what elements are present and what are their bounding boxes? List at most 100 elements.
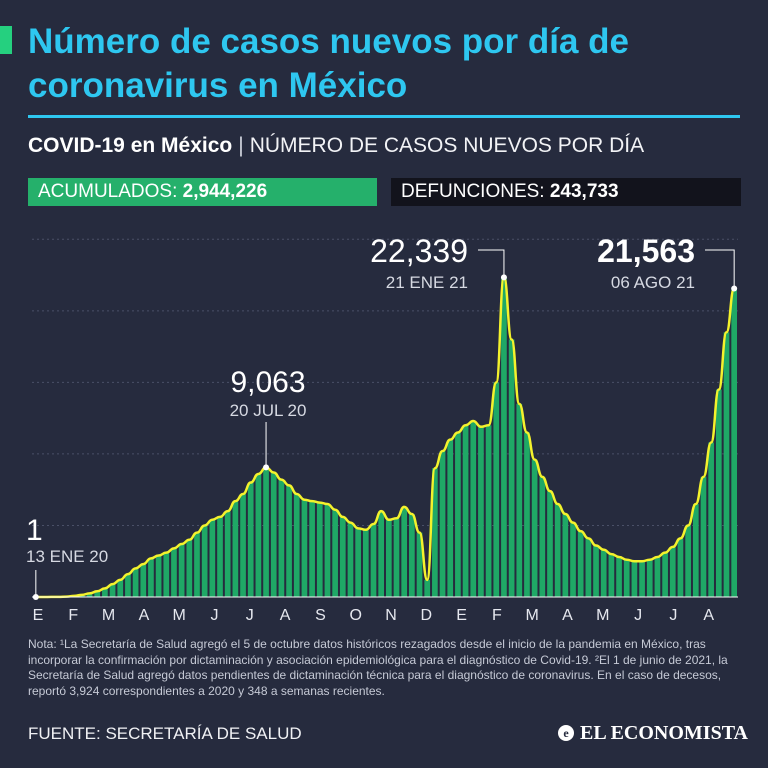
annotation-date: 06 AGO 21 — [611, 273, 695, 292]
chart-bar — [478, 426, 484, 597]
chart-bar — [171, 548, 177, 597]
chart-bar — [447, 439, 454, 597]
chart-bar — [685, 525, 691, 597]
cases-chart: E F M A M J J A S O N D E F M A M J J A 113 ENE 20 9,063 20 JU… — [26, 233, 738, 624]
chart-bar — [516, 403, 523, 597]
chart-bar — [416, 532, 423, 597]
chart-bar — [531, 459, 538, 597]
chart-bar — [585, 538, 592, 597]
chart-bar — [102, 588, 108, 597]
chart-bar — [316, 502, 323, 597]
x-tick-label: M — [173, 607, 186, 624]
chart-bar — [293, 493, 300, 597]
chart-bar — [217, 516, 223, 597]
chart-bar — [539, 476, 546, 597]
chart-bar — [201, 525, 208, 597]
defunciones-value: 243,733 — [549, 181, 619, 202]
chart-bar — [370, 524, 377, 597]
chart-bar — [731, 288, 737, 597]
chart-bar — [263, 467, 269, 597]
annotation-value: 1 — [26, 514, 43, 547]
chart-bar — [132, 568, 139, 597]
x-tick-label: D — [421, 607, 433, 624]
annotation-dot — [731, 285, 738, 292]
x-tick-label: M — [526, 607, 539, 624]
x-tick-label: E — [456, 607, 467, 624]
subtitle-separator: | — [238, 134, 244, 157]
defunciones-label: DEFUNCIONES: — [401, 181, 545, 202]
x-tick-label: J — [634, 607, 642, 624]
annotation-value: 21,563 — [597, 233, 695, 269]
chart-bar — [654, 556, 661, 597]
title-divider — [28, 115, 740, 118]
chart-bar — [485, 425, 492, 597]
x-tick-label: A — [280, 607, 291, 624]
chart-bar — [86, 593, 93, 597]
chart-bar — [224, 511, 231, 597]
chart-bar — [286, 485, 292, 597]
chart-bar — [677, 538, 684, 597]
chart-bar — [554, 504, 561, 597]
chart-bar — [562, 514, 569, 597]
chart-bar — [155, 555, 162, 597]
chart-subtitle: COVID-19 en México | NÚMERO DE CASOS NUEVO… — [28, 134, 644, 158]
chart-bar — [608, 554, 615, 597]
trend-line — [35, 276, 736, 599]
x-tick-label: F — [68, 607, 78, 624]
x-tick-label: A — [703, 607, 714, 624]
chart-bar — [662, 552, 668, 597]
acumulados-label: ACUMULADOS: — [38, 181, 178, 202]
annotation-dot — [263, 464, 270, 471]
chart-bar — [140, 564, 147, 597]
chart-bar — [593, 545, 599, 597]
chart-bar — [94, 591, 101, 597]
chart-bar — [393, 518, 400, 597]
chart-bar — [339, 516, 346, 597]
chart-bar — [692, 504, 699, 597]
chart-bar — [524, 432, 530, 597]
x-tick-label: E — [33, 607, 44, 624]
chart-bar — [493, 382, 500, 597]
annotation-value: 9,063 — [230, 366, 305, 399]
chart-bar — [355, 528, 361, 597]
chart-bar — [324, 504, 331, 597]
chart-bar — [148, 558, 154, 597]
annotation-value: 22,339 — [370, 233, 468, 269]
chart-bar — [508, 339, 515, 597]
chart-bar — [255, 473, 262, 597]
page-title: Número de casos nuevos por día de corona… — [28, 22, 629, 105]
subtitle-strong: COVID-19 en México — [28, 134, 233, 157]
annotation-dot — [500, 274, 507, 281]
footnote: Nota: ¹La Secretaría de Salud agregó el … — [28, 637, 728, 698]
chart-bar — [386, 519, 392, 597]
x-tick-label: N — [385, 607, 397, 624]
chart-bar — [109, 584, 116, 597]
chart-bar — [125, 574, 131, 597]
chart-bar — [470, 421, 477, 597]
chart-bar — [301, 499, 308, 597]
chart-bar — [631, 561, 638, 597]
acumulados-box: ACUMULADOS: 2,944,226 — [28, 178, 377, 206]
chart-bar — [401, 506, 408, 597]
chart-bar — [455, 432, 461, 597]
chart-bar — [347, 522, 354, 597]
chart-bar — [669, 546, 676, 597]
chart-bar — [362, 529, 369, 597]
chart-bar — [646, 559, 653, 597]
brand-name: EL ECONOMISTA — [580, 722, 748, 744]
x-tick-label: M — [596, 607, 609, 624]
annotation-date: 21 ENE 21 — [386, 273, 468, 292]
chart-bar — [439, 451, 446, 597]
acumulados-value: 2,944,226 — [182, 181, 268, 202]
chart-bar — [600, 549, 607, 597]
x-tick-label: A — [139, 607, 150, 624]
annotation-leader — [478, 249, 505, 278]
x-tick-label: J — [211, 607, 219, 624]
chart-bar — [723, 332, 730, 597]
chart-bar — [240, 493, 246, 597]
x-tick-label: J — [246, 607, 254, 624]
chart-bar — [186, 539, 193, 597]
chart-bar — [501, 277, 507, 597]
title-accent-bar — [0, 26, 12, 54]
chart-bar — [209, 519, 216, 597]
